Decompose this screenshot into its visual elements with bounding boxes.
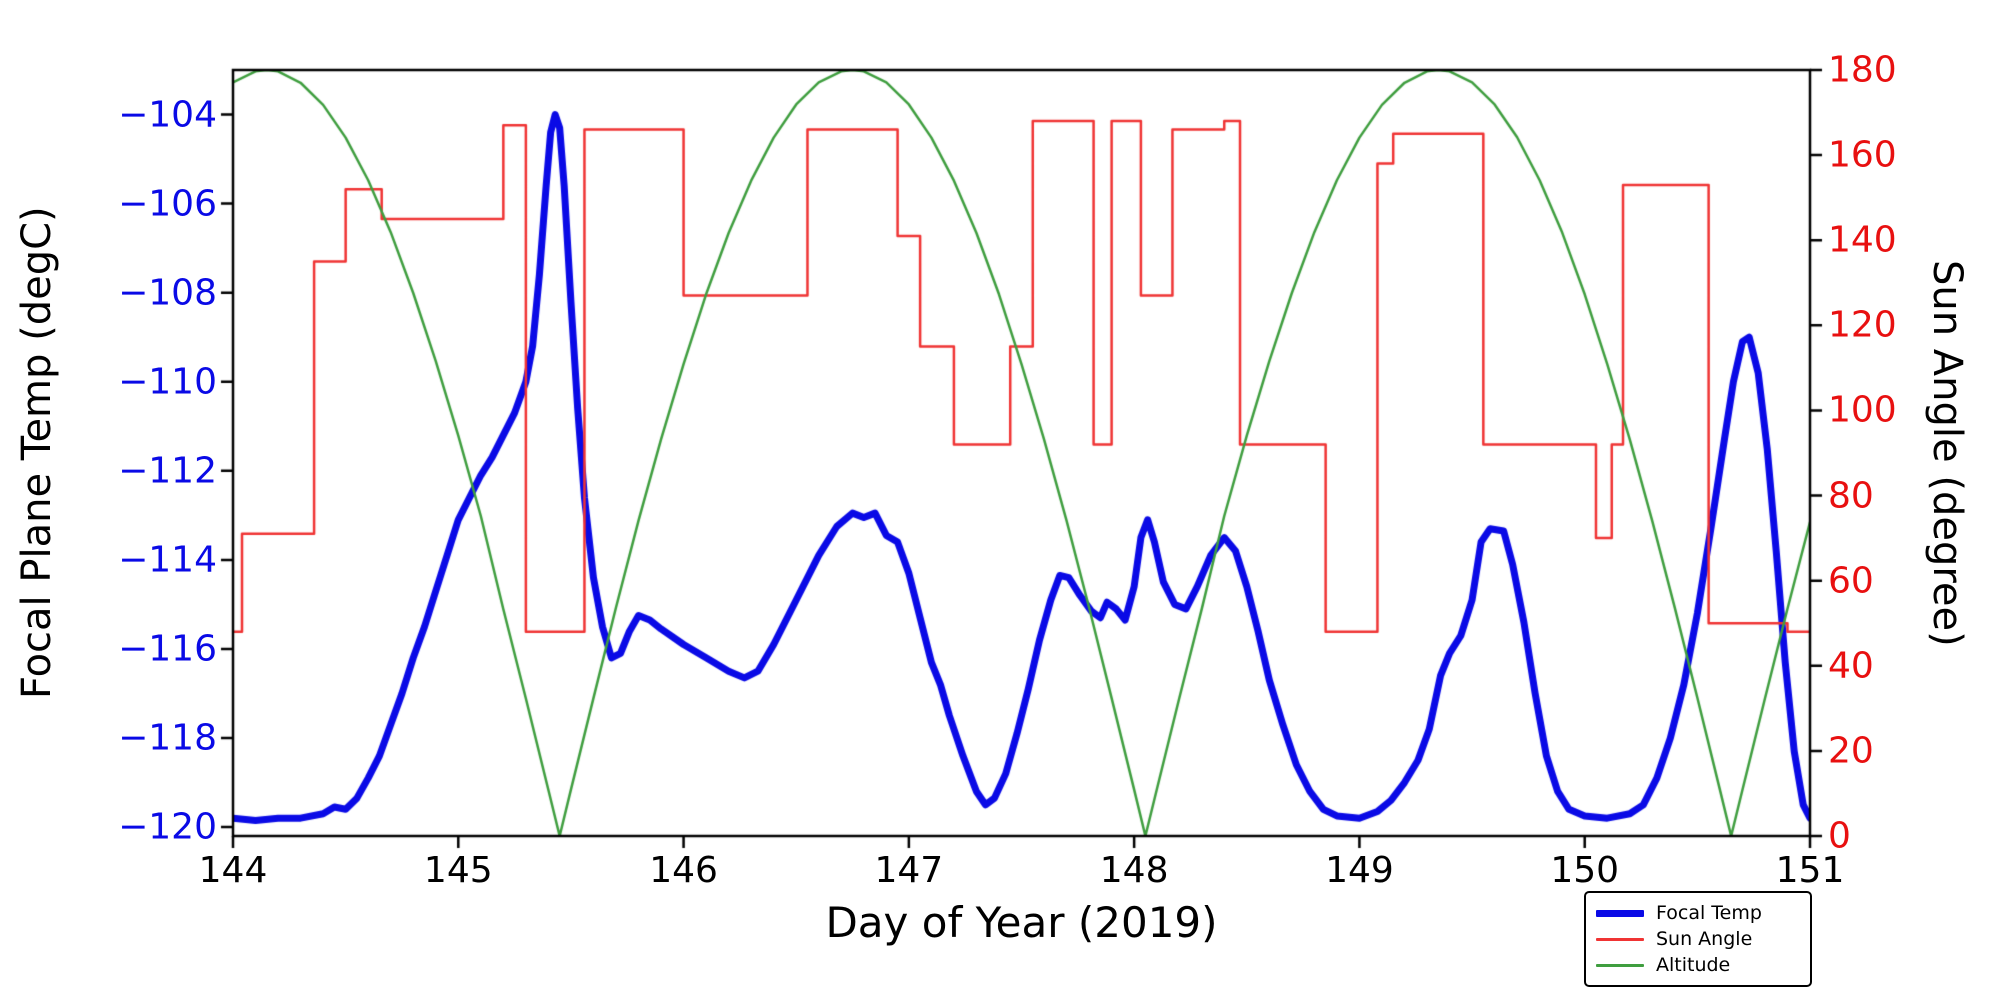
x-axis-title: Day of Year (2019) [825, 898, 1218, 947]
right-y-tick-label: 100 [1828, 389, 1897, 431]
x-tick-label: 150 [1550, 850, 1620, 891]
left-axis-title: Focal Plane Temp (degC) [14, 206, 60, 700]
x-tick-label: 151 [1775, 850, 1845, 891]
x-tick-label: 148 [1099, 850, 1169, 891]
right-y-tick-label: 120 [1828, 304, 1897, 346]
legend-item-altitude: Altitude [1596, 952, 1800, 978]
left-y-tick-label: −118 [118, 717, 217, 759]
legend-label-focal-temp: Focal Temp [1656, 902, 1762, 924]
left-y-tick-label: −108 [118, 272, 217, 314]
right-y-tick-label: 160 [1828, 134, 1897, 176]
x-tick-label: 147 [874, 850, 944, 891]
x-tick-label: 149 [1325, 850, 1394, 891]
right-y-tick-label: 60 [1828, 560, 1874, 602]
left-y-tick-label: −110 [118, 361, 217, 403]
altitude-line-swatch [1596, 963, 1644, 967]
left-y-tick-label: −114 [118, 539, 217, 581]
right-y-tick-label: 0 [1828, 815, 1851, 857]
legend-label-altitude: Altitude [1656, 954, 1731, 976]
x-tick-label: 146 [649, 850, 718, 891]
right-y-tick-label: 80 [1828, 475, 1874, 517]
sun-angle-line-swatch [1596, 937, 1644, 941]
legend: Focal Temp Sun Angle Altitude [1584, 891, 1812, 987]
right-y-tick-label: 180 [1828, 49, 1897, 91]
legend-label-sun-angle: Sun Angle [1656, 928, 1753, 950]
left-y-tick-label: −112 [118, 450, 217, 492]
left-y-tick-label: −104 [118, 94, 217, 136]
left-y-tick-label: −120 [118, 806, 217, 848]
x-tick-label: 145 [423, 850, 493, 891]
focal-temp-line-swatch [1596, 909, 1644, 917]
legend-item-focal-temp: Focal Temp [1596, 900, 1800, 926]
right-y-tick-label: 20 [1828, 730, 1874, 772]
left-y-tick-label: −116 [118, 628, 217, 670]
right-y-tick-label: 140 [1828, 219, 1897, 261]
left-y-tick-label: −106 [118, 183, 217, 225]
legend-item-sun-angle: Sun Angle [1596, 926, 1800, 952]
right-axis-title: Sun Angle (degree) [1924, 259, 1970, 647]
x-tick-label: 144 [198, 850, 268, 891]
right-y-tick-label: 40 [1828, 645, 1874, 687]
